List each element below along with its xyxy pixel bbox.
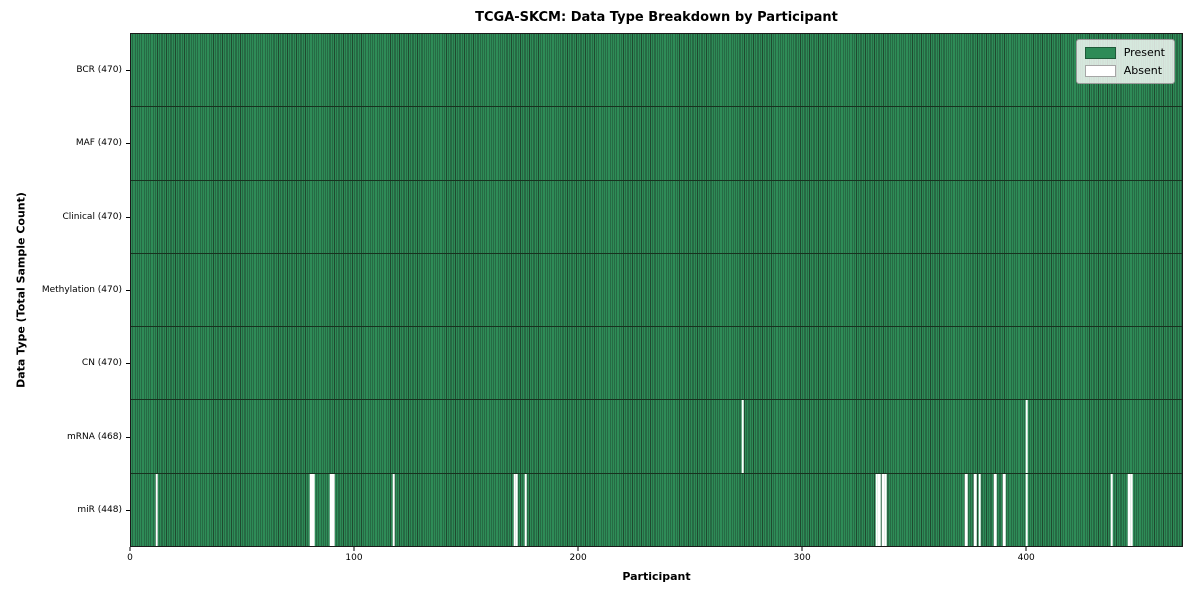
absent-gap	[311, 473, 315, 546]
heatmap-row-mRNA	[131, 399, 1182, 473]
absent-gap	[993, 473, 997, 546]
absent-gap	[882, 473, 885, 546]
x-tick-mark	[129, 547, 131, 551]
absent-gap	[1025, 473, 1028, 546]
y-axis-label: Data Type (Total Sample Count)	[14, 192, 28, 388]
plot-area: Present Absent	[130, 33, 1183, 547]
y-tick-label-mRNA: mRNA (468)	[67, 431, 122, 442]
y-tick-label-MAF: MAF (470)	[75, 138, 122, 149]
absent-gap	[392, 473, 396, 546]
legend-entry-present: Present	[1084, 46, 1165, 59]
absent-gap	[329, 473, 333, 546]
heatmap-row-BCR	[131, 34, 1182, 107]
chart-title: TCGA-SKCM: Data Type Breakdown by Partic…	[475, 10, 838, 25]
heatmap-row-Clinical	[131, 179, 1182, 253]
y-tick-mark	[126, 436, 130, 438]
absent-gap	[978, 473, 981, 546]
y-tick-label-Methylation: Methylation (470)	[41, 285, 122, 295]
absent-gap	[884, 473, 887, 546]
y-tick-mark	[126, 510, 130, 512]
legend-swatch-absent	[1084, 64, 1116, 77]
legend-label: Present	[1123, 46, 1165, 59]
x-axis-label: Participant	[622, 570, 691, 583]
absent-gap	[513, 473, 516, 546]
absent-gap	[332, 473, 335, 546]
x-tick-mark	[577, 547, 579, 551]
x-tick-label: 300	[793, 553, 811, 563]
heatmap-row-CN	[131, 326, 1182, 400]
x-tick-label: 0	[127, 553, 133, 563]
absent-gap	[964, 473, 968, 546]
absent-gap	[309, 473, 313, 546]
heatmap-row-miR	[131, 472, 1182, 546]
absent-gap	[741, 400, 744, 473]
x-tick-mark	[801, 547, 803, 551]
heatmap-row-MAF	[131, 106, 1182, 180]
y-tick-mark	[126, 143, 130, 145]
y-tick-label-Clinical: Clinical (470)	[62, 211, 122, 222]
legend-swatch-present	[1084, 46, 1116, 59]
legend-label: Absent	[1123, 64, 1163, 77]
y-tick-label-CN: CN (470)	[81, 358, 122, 369]
absent-gap	[1002, 473, 1006, 546]
absent-gap	[1128, 473, 1131, 546]
y-tick-mark	[126, 290, 130, 291]
heatmap-row-Methylation	[131, 252, 1182, 327]
absent-gap	[1025, 400, 1028, 473]
y-tick-label-BCR: BCR (470)	[76, 64, 122, 75]
x-tick-mark	[353, 547, 355, 551]
absent-gap	[875, 473, 879, 546]
absent-gap	[877, 473, 881, 546]
legend: Present Absent	[1075, 39, 1175, 84]
legend-entry-absent: Absent	[1084, 64, 1165, 77]
absent-gap	[973, 473, 977, 546]
y-tick-label-miR: miR (448)	[77, 505, 122, 516]
absent-gap	[1110, 473, 1113, 546]
absent-gap	[155, 473, 158, 546]
x-tick-label: 400	[1017, 553, 1035, 563]
absent-gap	[524, 473, 527, 546]
x-tick-label: 100	[345, 553, 363, 563]
y-tick-mark	[126, 216, 130, 218]
x-tick-label: 200	[569, 553, 587, 563]
absent-gap	[515, 473, 519, 546]
y-tick-mark	[126, 69, 130, 71]
y-tick-mark	[126, 363, 130, 365]
absent-gap	[1130, 473, 1133, 546]
x-tick-mark	[1025, 547, 1027, 551]
